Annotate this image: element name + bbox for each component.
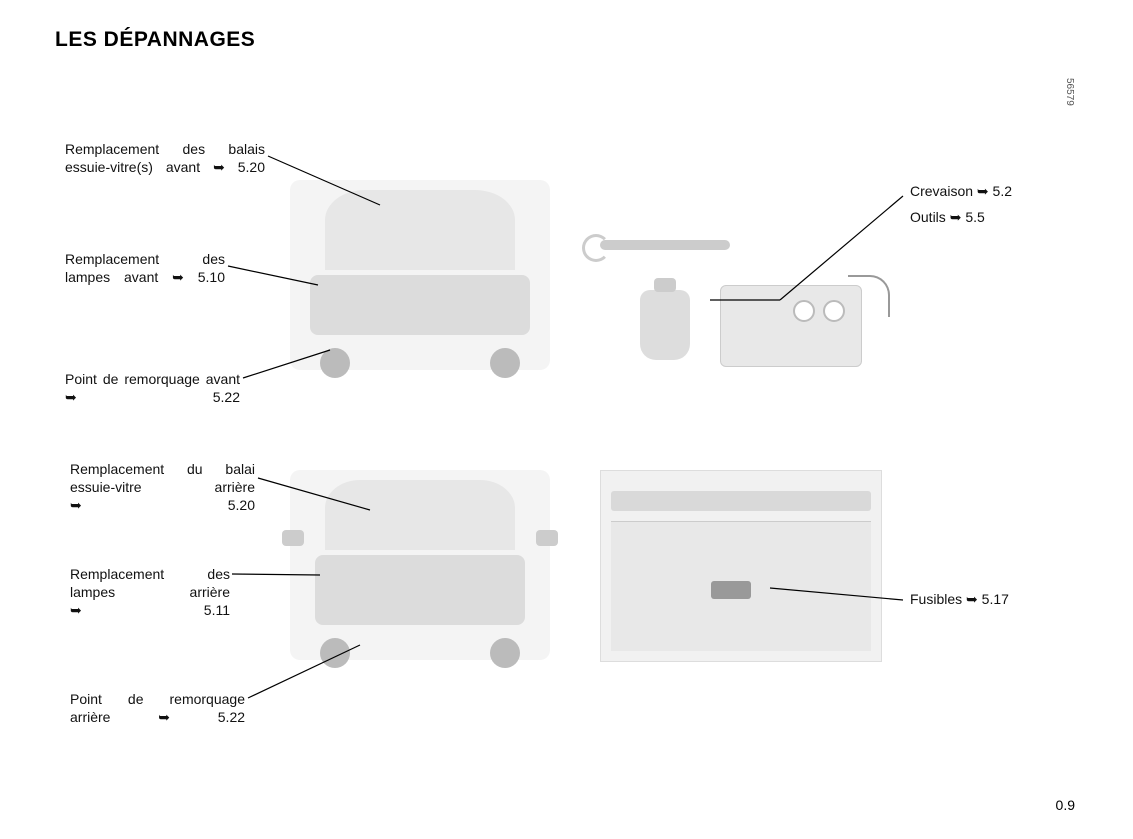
label-rear-tow-ref: 5.22	[218, 709, 245, 725]
label-fuses-text: Fusibles	[910, 591, 962, 607]
image-id-label: 56579	[1064, 78, 1075, 106]
label-puncture-text: Crevaison	[910, 183, 973, 199]
figure-fusebox	[600, 470, 882, 662]
label-front-wiper-text: Remplacement des balais essuie-vitre(s) …	[65, 141, 265, 175]
label-front-tow-ref: 5.22	[213, 389, 240, 405]
figure-car-rear	[290, 470, 550, 660]
label-puncture-ref: 5.2	[993, 183, 1012, 199]
arrow-icon: ➥	[213, 159, 225, 175]
label-rear-wiper-text: Remplacement du balai essuie-vitre arriè…	[70, 461, 255, 495]
label-rear-lights: Remplacement des lampes arrière ➥ 5.11	[70, 565, 230, 620]
label-front-tow: Point de remorquage avant ➥ 5.22	[65, 370, 240, 406]
arrow-icon: ➥	[158, 709, 170, 725]
label-tools: Outils ➥ 5.5	[910, 208, 985, 226]
label-rear-tow: Point de remorquage arrière ➥ 5.22	[70, 690, 245, 726]
label-rear-wiper-ref: 5.20	[228, 497, 255, 513]
label-fuses: Fusibles ➥ 5.17	[910, 590, 1009, 608]
arrow-icon: ➥	[977, 183, 989, 199]
label-puncture: Crevaison ➥ 5.2	[910, 182, 1012, 200]
page-title: LES DÉPANNAGES	[55, 28, 255, 52]
figure-tools-kit	[600, 230, 880, 380]
label-fuses-ref: 5.17	[982, 591, 1009, 607]
label-front-lights: Remplacement des lampes avant ➥ 5.10	[65, 250, 225, 286]
arrow-icon: ➥	[70, 497, 82, 513]
label-rear-lights-ref: 5.11	[204, 602, 230, 618]
arrow-icon: ➥	[172, 269, 184, 285]
label-rear-wiper: Remplacement du balai essuie-vitre arriè…	[70, 460, 255, 515]
label-tools-ref: 5.5	[965, 209, 984, 225]
arrow-icon: ➥	[950, 209, 962, 225]
figure-car-front	[290, 180, 550, 370]
arrow-icon: ➥	[70, 602, 82, 618]
label-front-wiper: Remplacement des balais essuie-vitre(s) …	[65, 140, 265, 176]
page-number: 0.9	[1056, 797, 1075, 813]
label-rear-lights-text: Remplacement des lampes arrière	[70, 566, 230, 600]
label-front-wiper-ref: 5.20	[238, 159, 265, 175]
label-front-tow-text: Point de remorquage avant	[65, 371, 240, 387]
arrow-icon: ➥	[65, 389, 77, 405]
label-tools-text: Outils	[910, 209, 946, 225]
arrow-icon: ➥	[966, 591, 978, 607]
label-front-lights-ref: 5.10	[198, 269, 225, 285]
